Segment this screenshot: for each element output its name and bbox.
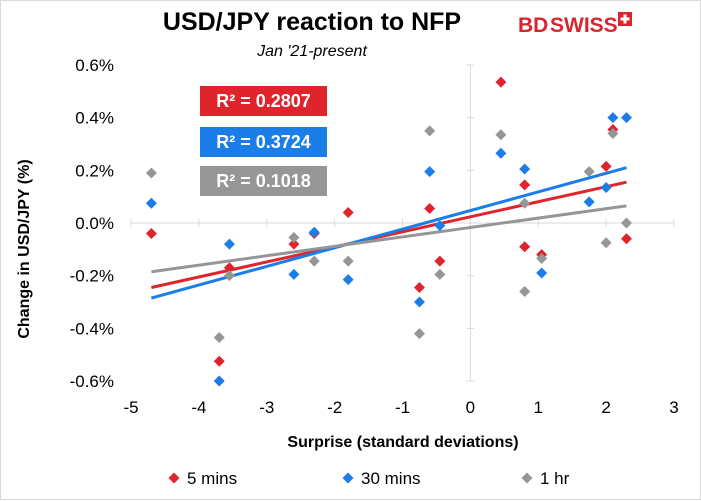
y-tick-label: 0.2% <box>75 161 114 180</box>
point-30-mins <box>434 220 446 232</box>
point-1-hr <box>620 217 632 229</box>
x-tick-label: 3 <box>669 398 678 417</box>
y-tick-label: -0.4% <box>70 319 114 338</box>
bdswiss-logo: BD SWISS <box>518 12 632 37</box>
r2-box-30-mins <box>200 127 327 157</box>
point-1-hr <box>145 167 157 179</box>
trendline-1-hr <box>151 204 627 274</box>
point-5-mins <box>495 76 507 88</box>
point-30-mins <box>213 375 225 387</box>
point-5-mins <box>519 179 531 191</box>
logo-bd-text: BD <box>518 14 548 37</box>
point-1-hr <box>424 125 436 137</box>
point-1-hr <box>607 127 619 139</box>
point-30-mins <box>620 112 632 124</box>
point-1-hr <box>413 328 425 340</box>
point-5-mins <box>519 241 531 253</box>
point-1-hr <box>536 253 548 265</box>
point-1-hr <box>308 255 320 267</box>
r2-box-1-hr <box>200 166 327 196</box>
chart-subtitle: Jan '21-present <box>256 43 367 60</box>
point-30-mins <box>288 268 300 280</box>
point-5-mins <box>213 355 225 367</box>
x-tick-label: -2 <box>327 398 342 417</box>
point-30-mins <box>424 166 436 178</box>
data-points <box>145 76 632 387</box>
point-30-mins <box>519 163 531 175</box>
x-tick-label: 2 <box>601 398 610 417</box>
y-tick-label: 0.6% <box>75 56 114 75</box>
swiss-cross-horizontal <box>620 17 630 21</box>
point-1-hr <box>519 285 531 297</box>
legend-label: 1 hr <box>540 469 570 488</box>
point-1-hr <box>223 270 235 282</box>
r-squared-labels: R² = 0.2807 R² = 0.3724 R² = 0.1018 <box>200 86 327 196</box>
legend-label: 30 mins <box>361 469 421 488</box>
point-5-mins <box>288 238 300 250</box>
y-tick-label: -0.6% <box>70 372 114 391</box>
point-5-mins <box>434 255 446 267</box>
chart-title: USD/JPY reaction to NFP <box>163 8 461 36</box>
x-tick-label: -3 <box>259 398 274 417</box>
x-axis-label: Surprise (standard deviations) <box>287 434 518 451</box>
x-tick-label: -1 <box>395 398 410 417</box>
point-1-hr <box>213 332 225 344</box>
legend-marker-30-mins <box>342 472 354 484</box>
y-tick-label: 0.0% <box>75 214 114 233</box>
point-1-hr <box>342 255 354 267</box>
point-5-mins <box>413 282 425 294</box>
x-tick-label: -5 <box>123 398 138 417</box>
axes: -0.6% -0.4% -0.2% 0.0% 0.2% 0.4% 0.6% -5 -4 -3 -2 -… <box>70 56 679 417</box>
point-1-hr <box>495 129 507 141</box>
point-30-mins <box>145 197 157 209</box>
logo-swiss-text: SWISS <box>550 14 618 37</box>
legend-marker-1-hr <box>521 472 533 484</box>
point-30-mins <box>223 238 235 250</box>
point-30-mins <box>342 274 354 286</box>
point-5-mins <box>145 228 157 240</box>
trendline-5-mins <box>151 180 627 289</box>
x-tick-label: 0 <box>466 398 475 417</box>
point-30-mins <box>536 267 548 279</box>
y-axis-label: Change in USD/JPY (%) <box>16 159 33 338</box>
point-1-hr <box>519 197 531 209</box>
point-5-mins <box>223 262 235 274</box>
y-tick-label: 0.4% <box>75 109 114 128</box>
point-30-mins <box>583 196 595 208</box>
legend-label: 5 mins <box>187 469 237 488</box>
point-1-hr <box>288 231 300 243</box>
point-30-mins <box>607 112 619 124</box>
x-tick-label: 1 <box>534 398 543 417</box>
r2-label: R² = 0.3724 <box>216 132 311 152</box>
point-30-mins <box>308 226 320 238</box>
point-30-mins <box>600 181 612 193</box>
point-5-mins <box>620 233 632 245</box>
legend-marker-5-mins <box>168 472 180 484</box>
point-5-mins <box>424 203 436 215</box>
r2-box-5-mins <box>200 86 327 116</box>
point-30-mins <box>413 296 425 308</box>
point-1-hr <box>600 237 612 249</box>
point-5-mins <box>600 160 612 172</box>
legend: 5 mins 30 mins 1 hr <box>168 469 570 488</box>
r2-label: R² = 0.1018 <box>216 171 311 191</box>
y-tick-label: -0.2% <box>70 267 114 286</box>
point-5-mins <box>342 206 354 218</box>
point-30-mins <box>495 147 507 159</box>
point-1-hr <box>434 268 446 280</box>
point-1-hr <box>583 166 595 178</box>
x-tick-label: -4 <box>191 398 206 417</box>
r2-label: R² = 0.2807 <box>216 91 311 111</box>
